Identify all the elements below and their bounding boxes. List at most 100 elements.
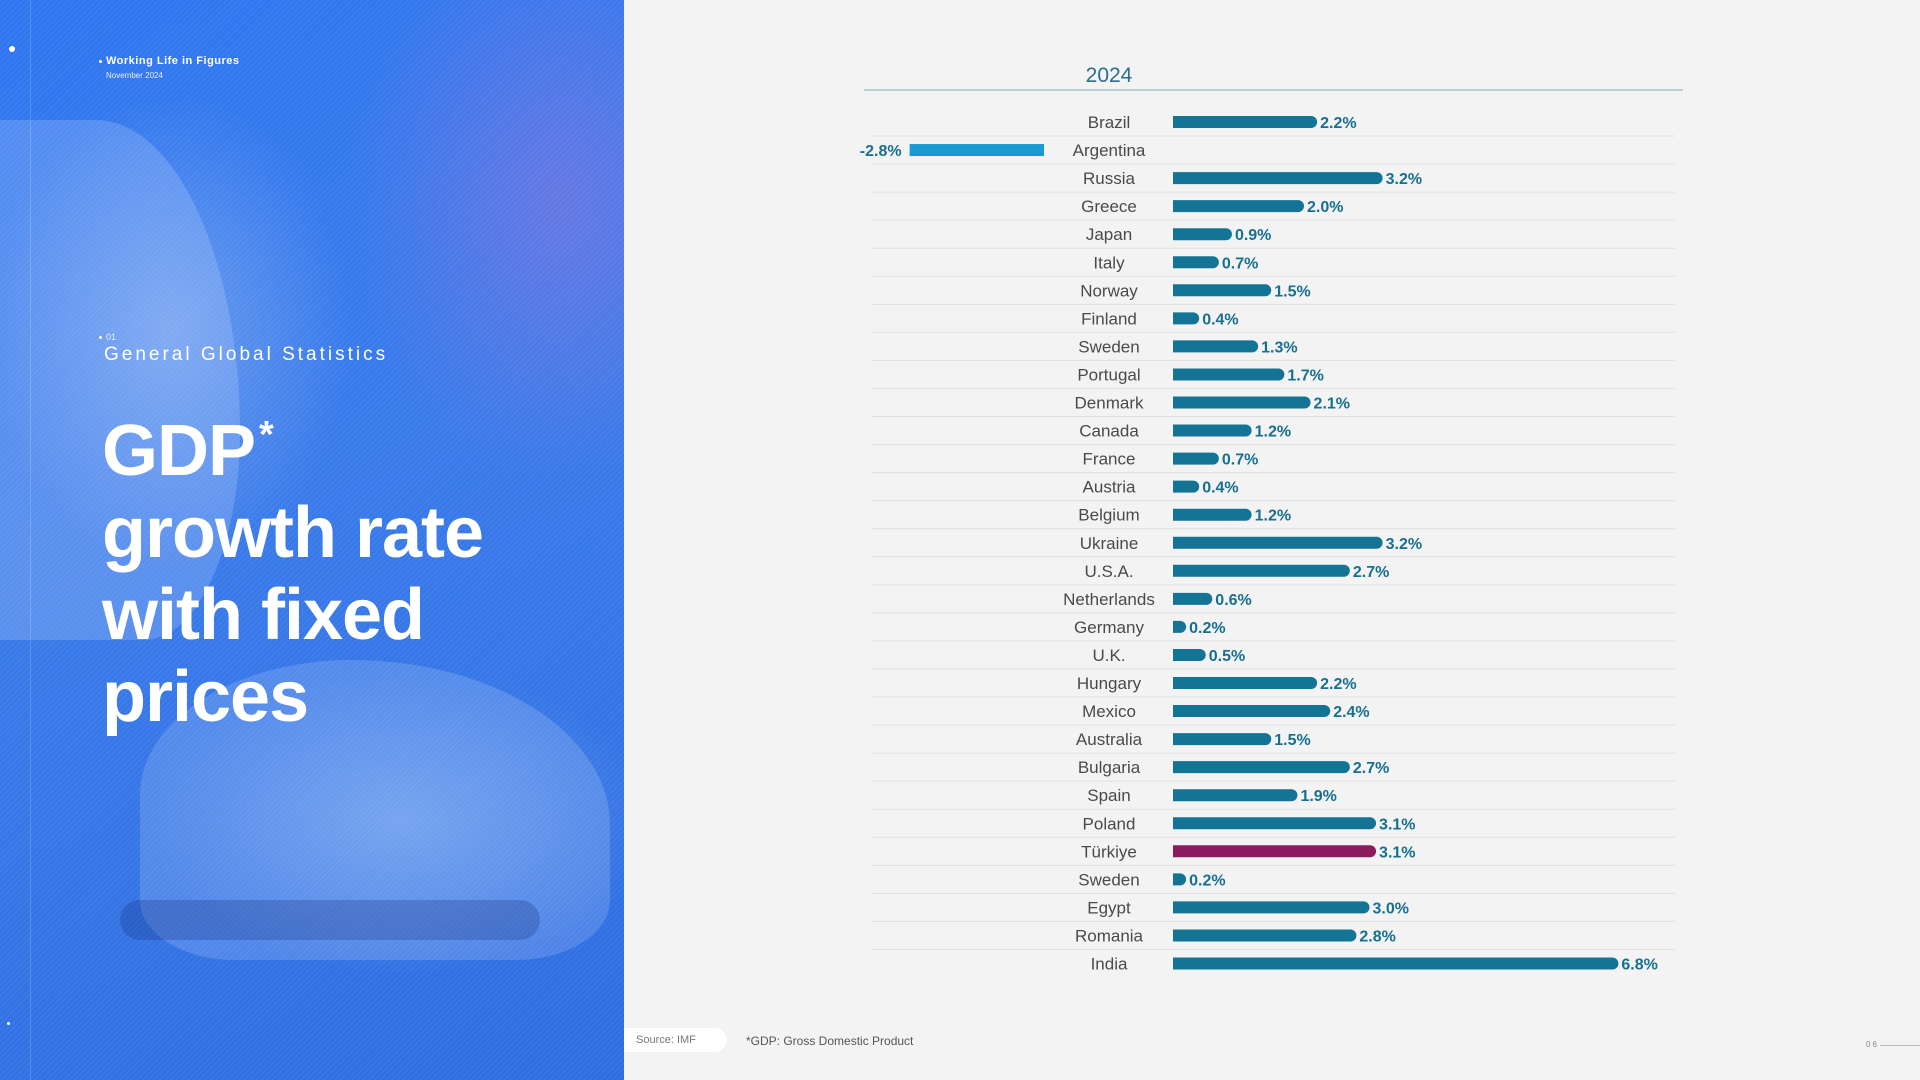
value-label: 3.2% bbox=[1386, 171, 1422, 188]
value-label: 0.7% bbox=[1222, 255, 1258, 272]
hero-photo-shape bbox=[140, 660, 610, 960]
category-label: Denmark bbox=[1075, 394, 1144, 413]
source-label: Source: IMF bbox=[624, 1028, 727, 1052]
bar bbox=[1173, 312, 1200, 325]
category-label: Spain bbox=[1087, 786, 1130, 805]
value-label: 3.1% bbox=[1379, 844, 1415, 861]
bar bbox=[1173, 508, 1252, 521]
bar bbox=[1173, 256, 1219, 269]
value-label: 0.7% bbox=[1222, 452, 1258, 469]
value-label: 0.4% bbox=[1202, 480, 1238, 497]
category-label: Bulgaria bbox=[1078, 758, 1141, 777]
value-label: 0.4% bbox=[1202, 311, 1238, 328]
category-label: Italy bbox=[1093, 253, 1125, 272]
bar bbox=[1173, 368, 1285, 381]
bar bbox=[1173, 929, 1357, 942]
category-label: Australia bbox=[1076, 730, 1143, 749]
value-label: 3.1% bbox=[1379, 816, 1415, 833]
page-number: 06 bbox=[1866, 1040, 1879, 1049]
bar bbox=[1173, 648, 1206, 661]
bar bbox=[1173, 200, 1304, 213]
value-label: 2.1% bbox=[1314, 396, 1350, 413]
category-label: Canada bbox=[1079, 422, 1139, 441]
category-label: U.S.A. bbox=[1084, 562, 1133, 581]
chart-title: 2024 bbox=[1086, 64, 1133, 87]
category-label: Hungary bbox=[1077, 674, 1142, 693]
value-label: 1.3% bbox=[1261, 339, 1297, 356]
value-label: -2.8% bbox=[860, 143, 902, 160]
footnote-marker: * bbox=[259, 414, 274, 456]
bar bbox=[1173, 957, 1619, 970]
category-label: Greece bbox=[1081, 197, 1137, 216]
bar bbox=[1173, 845, 1377, 858]
value-label: 2.0% bbox=[1307, 199, 1343, 216]
category-label: India bbox=[1091, 955, 1128, 974]
category-label: Netherlands bbox=[1063, 590, 1155, 609]
category-label: France bbox=[1083, 450, 1136, 469]
edge-dot bbox=[7, 1022, 10, 1025]
page-title: GDP * growth rate with fixed prices bbox=[102, 394, 602, 738]
hero-photo-shape bbox=[120, 900, 540, 940]
bar bbox=[1173, 116, 1318, 128]
bar bbox=[1173, 564, 1350, 577]
edge-dot bbox=[9, 46, 15, 52]
bar bbox=[1173, 592, 1213, 605]
value-label: 2.7% bbox=[1353, 564, 1389, 581]
category-label: Norway bbox=[1080, 281, 1138, 300]
bar bbox=[1173, 733, 1272, 746]
value-label: 1.5% bbox=[1274, 283, 1310, 300]
section-number: 01 bbox=[106, 332, 117, 342]
bar bbox=[1173, 424, 1252, 437]
value-label: 0.2% bbox=[1189, 872, 1225, 889]
bar bbox=[1173, 452, 1219, 465]
value-label: 3.0% bbox=[1373, 900, 1409, 917]
value-label: 6.8% bbox=[1621, 957, 1657, 974]
category-label: Ukraine bbox=[1080, 534, 1139, 553]
category-label: Sweden bbox=[1078, 337, 1139, 356]
bar bbox=[1173, 284, 1272, 297]
value-label: 2.4% bbox=[1333, 704, 1369, 721]
bar bbox=[1173, 228, 1232, 241]
value-label: 3.2% bbox=[1386, 536, 1422, 553]
value-label: 1.2% bbox=[1255, 508, 1291, 525]
bar bbox=[909, 144, 1044, 157]
page-title-text: GDP bbox=[102, 411, 256, 491]
value-label: 1.5% bbox=[1274, 732, 1310, 749]
section-title: General Global Statistics bbox=[104, 344, 389, 365]
category-label: Romania bbox=[1075, 926, 1144, 945]
value-label: 0.2% bbox=[1189, 620, 1225, 637]
page-title-line: prices bbox=[102, 657, 309, 737]
category-label: Brazil bbox=[1088, 113, 1131, 132]
value-label: 2.2% bbox=[1320, 115, 1356, 132]
value-label: 1.7% bbox=[1287, 367, 1323, 384]
category-label: Poland bbox=[1083, 814, 1136, 833]
value-label: 2.7% bbox=[1353, 760, 1389, 777]
category-label: Russia bbox=[1083, 169, 1136, 188]
publication-title: Working Life in Figures bbox=[106, 55, 240, 67]
bar bbox=[1173, 901, 1370, 914]
page-title-line: GDP * bbox=[102, 394, 602, 492]
publication-date: November 2024 bbox=[106, 71, 163, 80]
category-label: Finland bbox=[1081, 309, 1137, 328]
category-label: U.K. bbox=[1092, 646, 1125, 665]
value-label: 2.8% bbox=[1359, 928, 1395, 945]
page-title-line: growth rate bbox=[102, 493, 484, 573]
category-label: Portugal bbox=[1077, 365, 1140, 384]
bar bbox=[1173, 480, 1200, 493]
category-label: Germany bbox=[1074, 618, 1144, 637]
bar bbox=[1173, 705, 1331, 718]
category-label: Argentina bbox=[1073, 141, 1146, 160]
value-label: 2.2% bbox=[1320, 676, 1356, 693]
footnote: *GDP: Gross Domestic Product bbox=[746, 1034, 914, 1048]
category-label: Egypt bbox=[1087, 898, 1131, 917]
category-label: Austria bbox=[1083, 478, 1136, 497]
bar bbox=[1173, 396, 1311, 409]
bullet-dot bbox=[99, 60, 102, 63]
value-label: 0.5% bbox=[1209, 648, 1245, 665]
bar bbox=[1173, 340, 1259, 353]
edge-guide-line bbox=[0, 0, 31, 1080]
bar bbox=[1173, 536, 1383, 549]
category-label: Sweden bbox=[1078, 870, 1139, 889]
category-label: Belgium bbox=[1078, 506, 1139, 525]
